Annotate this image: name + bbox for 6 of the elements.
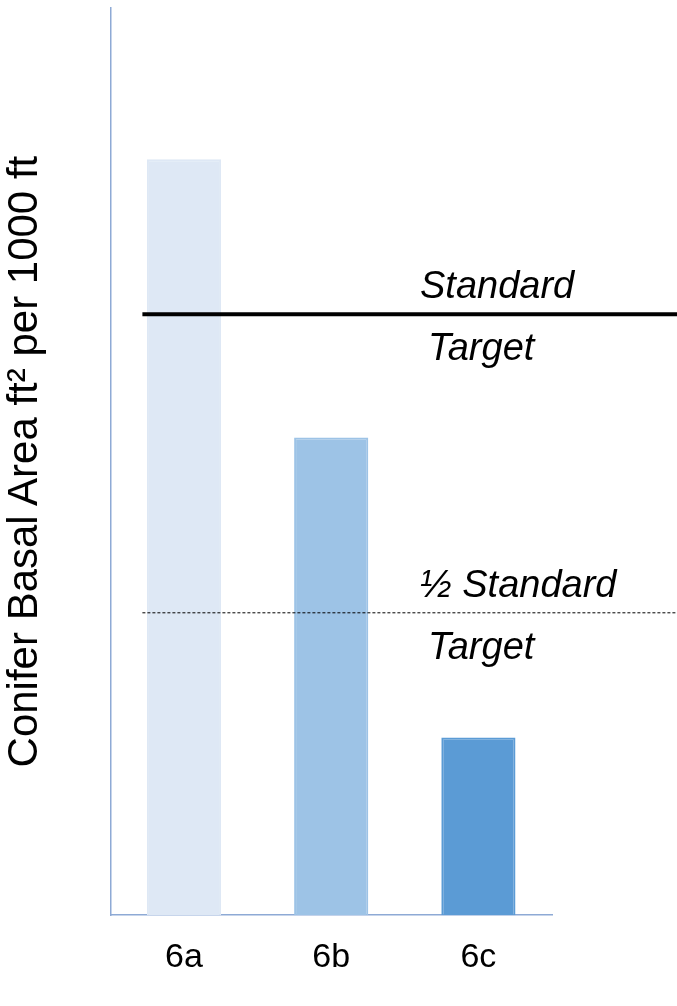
ref-line-label: ½ Standard Target bbox=[420, 562, 619, 667]
x-tick-label: 6a bbox=[165, 935, 203, 974]
x-tick-label: 6b bbox=[312, 935, 351, 974]
ref-line-label: Standard Target bbox=[420, 264, 577, 369]
x-tick-label: 6c bbox=[460, 935, 497, 974]
y-axis-title: Conifer Basal Area ft² per 1000 ft bbox=[0, 155, 46, 768]
